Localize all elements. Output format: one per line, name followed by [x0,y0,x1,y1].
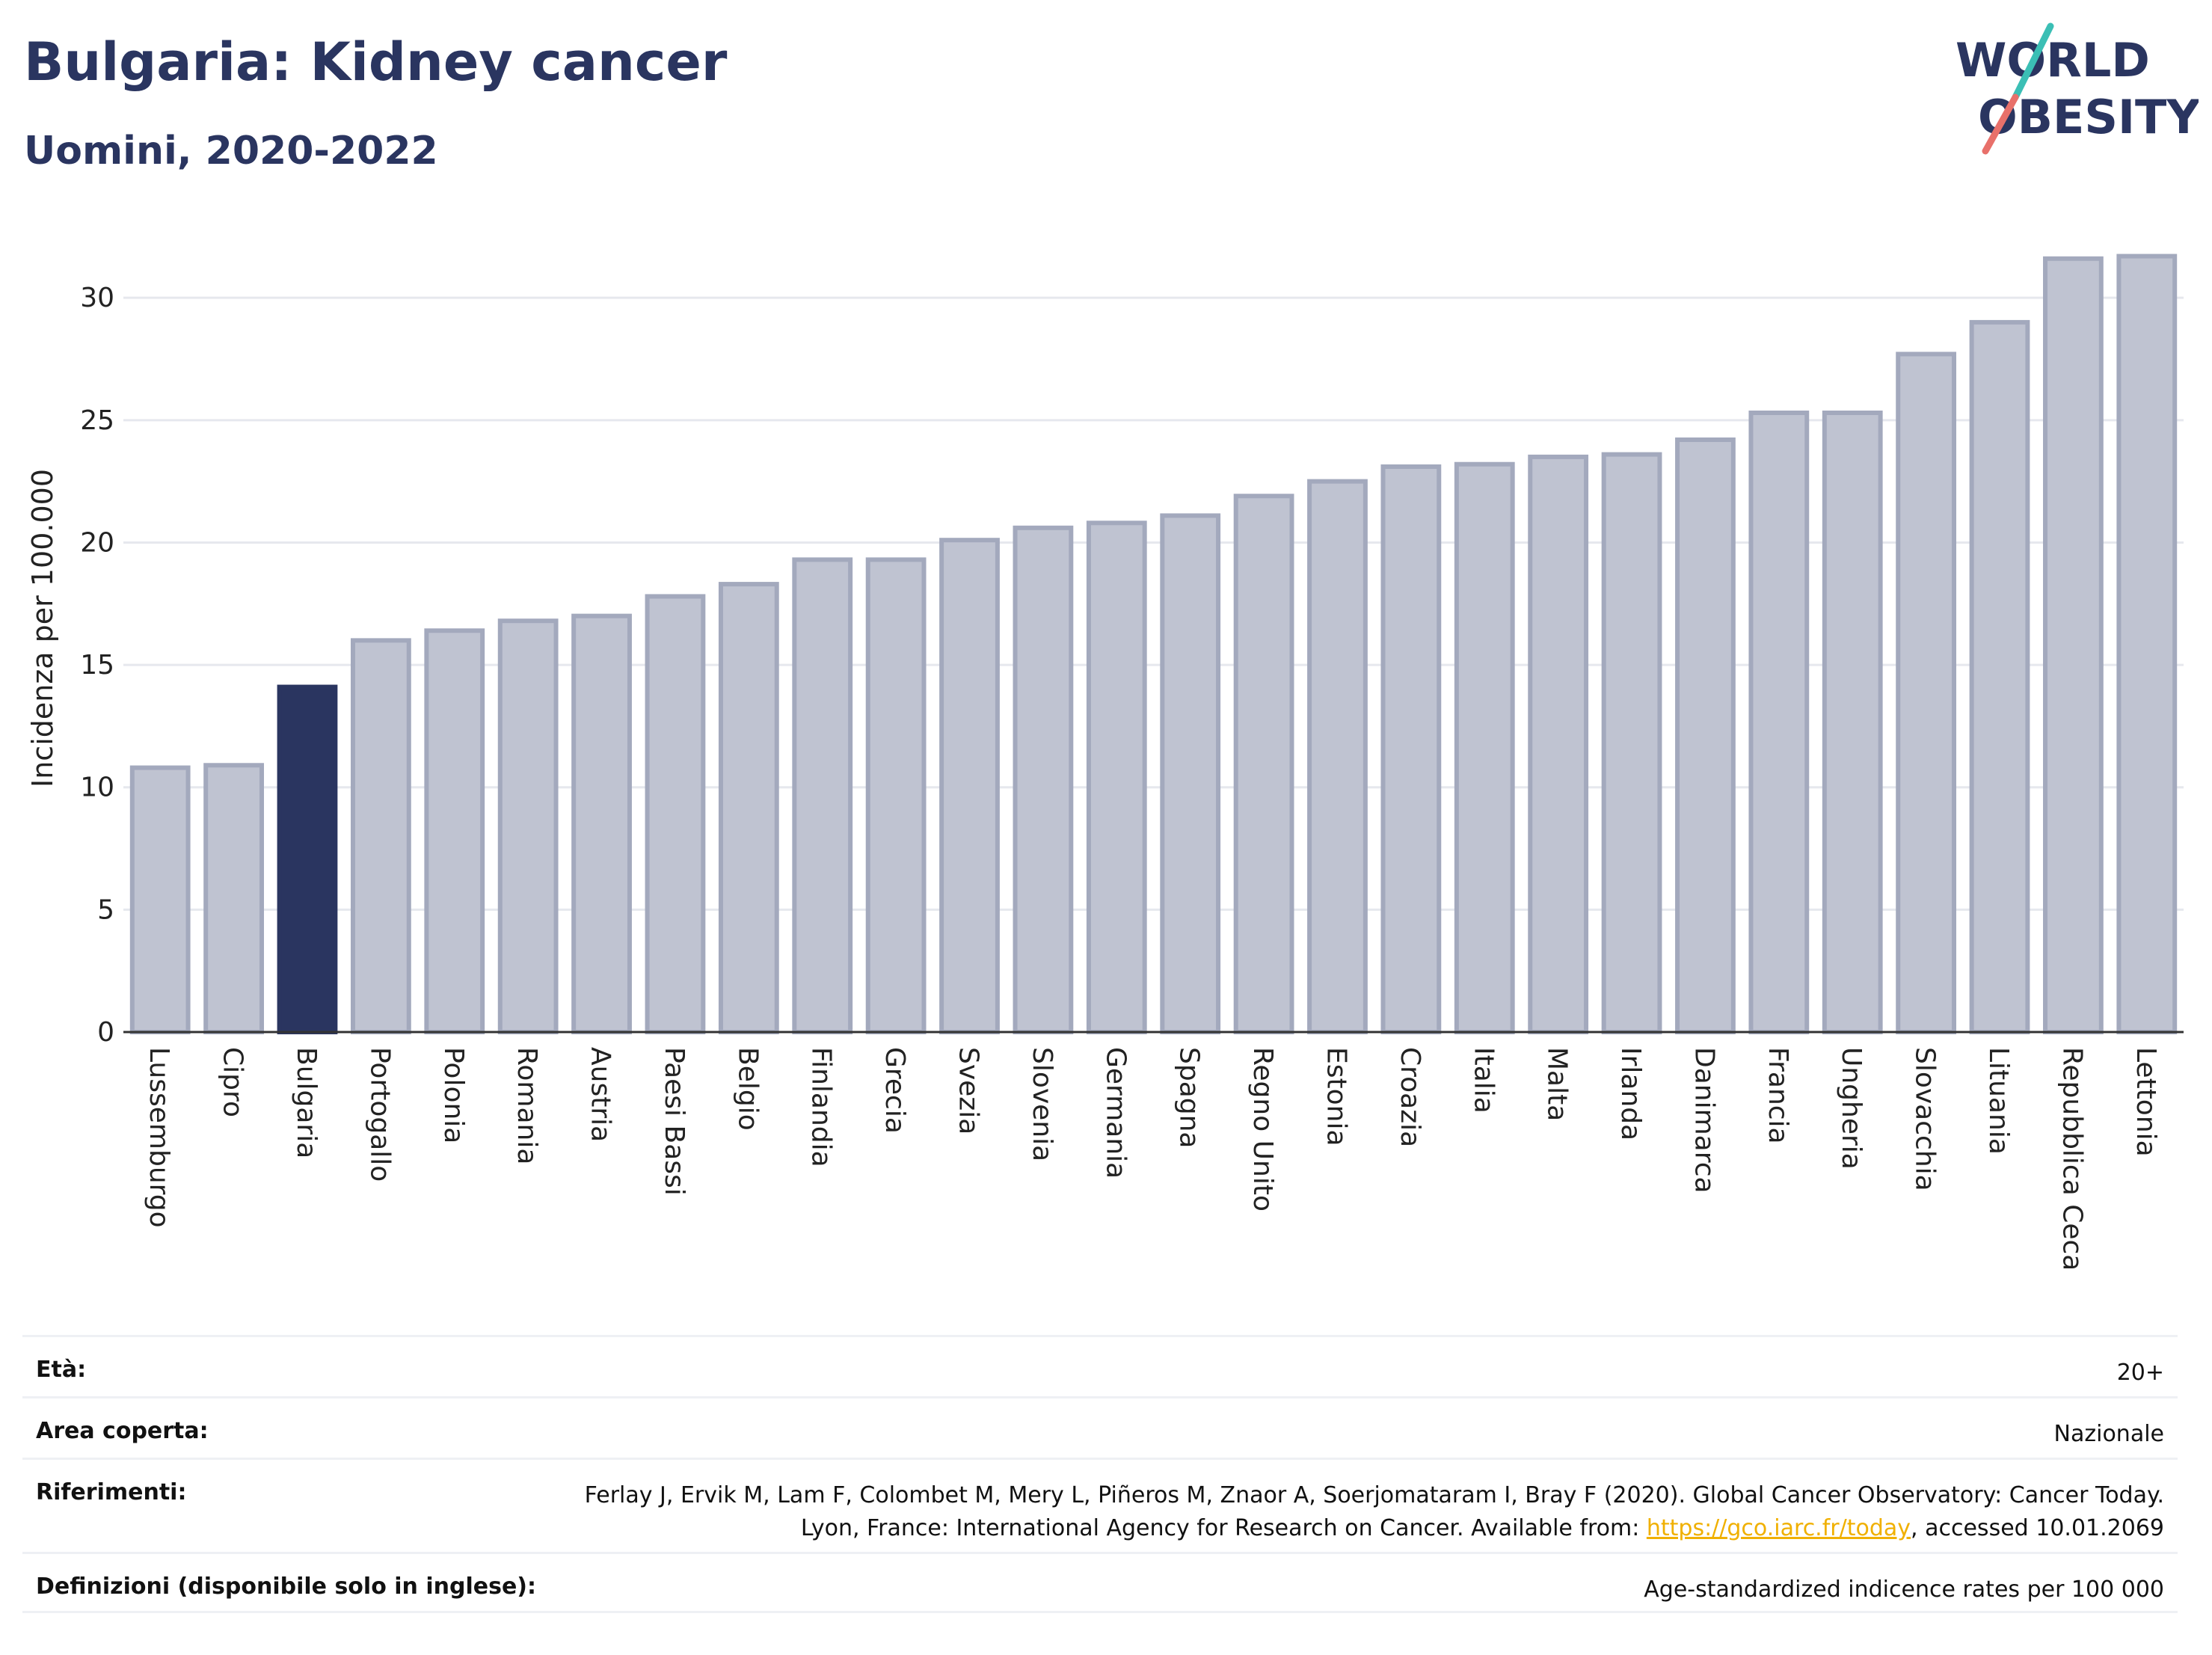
x-tick-label: Romania [511,1047,542,1164]
age-label: Età: [36,1357,87,1383]
x-tick-label: Austria [586,1047,616,1142]
x-tick-label: Danimarca [1689,1047,1719,1194]
bar [277,684,338,1035]
bar [1675,437,1736,1034]
x-tick-label: Estonia [1321,1047,1351,1146]
bar [1601,452,1662,1034]
x-tick-label: Lettonia [2130,1047,2161,1157]
bar [1233,494,1294,1034]
y-tick-label: 0 [97,1017,114,1048]
bar [1454,461,1515,1034]
bar [1380,464,1442,1034]
x-tick-label: Repubblica Ceca [2056,1047,2087,1271]
logo-line1: WORLD [1956,33,2150,87]
bar [1896,351,1957,1035]
bar [203,763,264,1034]
bar [1969,319,2030,1034]
definitions-label: Definizioni (disponibile solo in inglese… [36,1573,536,1600]
bar [350,638,411,1034]
info-row-age: Età: 20+ [22,1335,2178,1396]
bar [129,765,191,1034]
references-label: Riferimenti: [36,1479,187,1505]
y-tick-label: 25 [80,405,114,436]
y-tick-label: 5 [97,894,114,925]
x-tick-label: Francia [1763,1047,1793,1144]
bar [1086,521,1147,1034]
x-tick-label: Portogallo [364,1047,395,1182]
x-tick-label: Germania [1100,1047,1131,1179]
info-row-references: Riferimenti: Ferlay J, Ervik M, Lam F, C… [22,1458,2178,1552]
x-tick-label: Finlandia [806,1047,837,1167]
x-tick-label: Polonia [438,1047,469,1143]
bar [865,557,927,1034]
x-tick-label: Ungheria [1836,1047,1867,1170]
logo-slash-bottom [1982,93,2019,155]
bar [792,557,853,1034]
bar [497,618,559,1034]
x-tick-label: Irlanda [1615,1047,1646,1140]
x-tick-label: Cipro [218,1047,248,1117]
page-subtitle: Uomini, 2020-2022 [24,129,438,174]
bar [1748,411,1810,1034]
x-tick-label: Paesi Bassi [659,1047,689,1196]
bar [1822,411,1883,1034]
definitions-value: Age-standardized indicence rates per 100… [1644,1576,2164,1603]
bar [1307,479,1368,1034]
age-value: 20+ [2116,1360,2164,1386]
world-obesity-logo: WORLD OBESITY [1956,22,2199,155]
bar [645,594,706,1034]
area-value: Nazionale [2053,1421,2164,1447]
x-tick-label: Belgio [732,1047,763,1131]
y-tick-label: 30 [80,283,114,313]
x-tick-label: Lituania [1983,1047,2014,1155]
references-text: Ferlay J, Ervik M, Lam F, Colombet M, Me… [584,1482,2164,1541]
y-axis-label: Incidenza per 100.000 [26,469,59,787]
x-tick-label: Spagna [1174,1047,1205,1149]
x-tick-label: Lussemburgo [144,1047,174,1228]
area-label: Area coperta: [36,1418,209,1444]
x-tick-label: Slovenia [1027,1047,1057,1161]
bar [2116,254,2178,1035]
info-row-area: Area coperta: Nazionale [22,1396,2178,1458]
y-tick-label: 15 [80,650,114,681]
x-tick-label: Bulgaria [291,1047,322,1158]
bar [424,628,485,1034]
x-tick-label: Italia [1468,1047,1499,1114]
x-tick-label: Regno Unito [1247,1047,1278,1212]
x-tick-label: Grecia [879,1047,910,1134]
bar [571,613,632,1034]
page-title: Bulgaria: Kidney cancer [24,31,728,93]
bar-chart: 0 5 10 15 20 25 30 Incidenza per 100.000 Lussemb… [26,254,2184,1271]
bar [1528,454,1589,1034]
y-tick-label: 10 [80,773,114,803]
references-accessed: , accessed 10.01.2069 [1911,1515,2164,1541]
bar [718,582,779,1034]
x-tick-label: Svezia [953,1047,984,1134]
x-tick-label: Croazia [1395,1047,1425,1147]
bar [939,538,1000,1034]
bar [1013,525,1074,1034]
info-table: Età: 20+ Area coperta: Nazionale Riferim… [22,1335,2178,1613]
x-tick-label: Slovacchia [1910,1047,1941,1191]
x-tick-label: Malta [1542,1047,1573,1121]
y-tick-label: 20 [80,527,114,558]
bar [2043,256,2104,1034]
logo-slash-top [2012,22,2054,101]
bar [1160,513,1221,1034]
references-link[interactable]: https://gco.iarc.fr/today [1646,1515,1911,1541]
info-row-definitions: Definizioni (disponibile solo in inglese… [22,1552,2178,1613]
references-value: Ferlay J, Ervik M, Lam F, Colombet M, Me… [519,1479,2164,1545]
